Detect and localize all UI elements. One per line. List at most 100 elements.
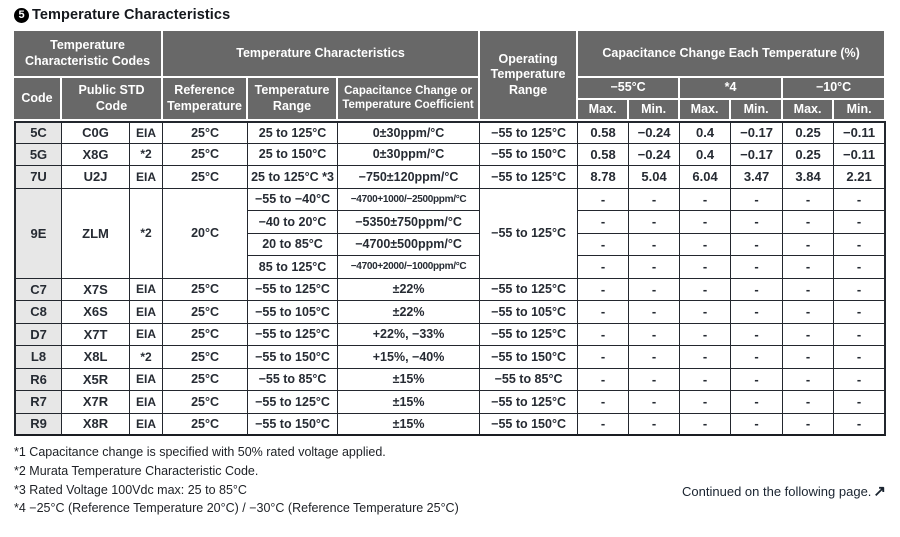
value-cell: 3.84 [783, 166, 835, 189]
op-range-cell: −55 to 125°C [480, 391, 579, 414]
temp-range-cell: −55 to 125°C [248, 391, 339, 414]
code-cell: L8 [14, 346, 62, 369]
value-cell: - [680, 233, 732, 256]
value-cell: - [578, 368, 630, 391]
value-cell: - [629, 323, 681, 346]
coefficient-cell: −4700+2000/−1000ppm/°C [338, 256, 481, 279]
code-cell: R7 [14, 391, 62, 414]
code-cell: C8 [14, 301, 62, 324]
temp-range-cell: 25 to 125°C *3 [248, 166, 339, 189]
std-org-cell: EIA [130, 278, 164, 301]
std-code-cell: X7T [62, 323, 130, 346]
value-cell: - [578, 301, 630, 324]
code-cell: 5G [14, 143, 62, 166]
ref-temp-cell: 25°C [163, 143, 249, 166]
value-cell: - [731, 391, 784, 414]
header-group-codes: Temperature Characteristic Codes [14, 31, 164, 78]
std-code-cell: U2J [62, 166, 130, 189]
footnote-4: *4 −25°C (Reference Temperature 20°C) / … [14, 501, 459, 516]
value-cell: - [629, 368, 681, 391]
value-cell: 0.4 [680, 121, 732, 144]
value-cell: - [578, 188, 630, 211]
value-cell: - [834, 301, 887, 324]
code-cell: R6 [14, 368, 62, 391]
ref-temp-cell: 25°C [163, 368, 249, 391]
header-temp-minus10: −10°C [783, 78, 887, 100]
header-max: Max. [783, 100, 835, 121]
value-cell: - [680, 211, 732, 234]
coefficient-cell: −4700+1000/−2500ppm/°C [338, 188, 481, 211]
value-cell: - [834, 391, 887, 414]
value-cell: - [731, 233, 784, 256]
section-number-badge: 5 [14, 7, 29, 23]
value-cell: - [578, 346, 630, 369]
table-row: 7U U2J EIA 25°C 25 to 125°C *3 −750±120ppm/°C… [14, 166, 887, 189]
code-cell: C7 [14, 278, 62, 301]
continued-label: Continued on the following page. [682, 484, 872, 499]
value-cell: - [629, 188, 681, 211]
datasheet-page: 5 Temperature Characteristics Temperatur… [14, 7, 887, 518]
value-cell: −0.11 [834, 143, 887, 166]
header-max: Max. [578, 100, 630, 121]
continued-link[interactable]: Continued on the following page. ↗ [682, 484, 886, 499]
value-cell: - [629, 391, 681, 414]
table-row: 5C C0G EIA 25°C 25 to 125°C 0±30ppm/°C −55 to … [14, 121, 887, 144]
value-cell: - [783, 256, 835, 279]
value-cell: 0.25 [783, 143, 835, 166]
value-cell: - [731, 323, 784, 346]
std-code-cell: X5R [62, 368, 130, 391]
header-temp-minus55: −55°C [578, 78, 681, 100]
std-org-cell: EIA [130, 368, 164, 391]
value-cell: - [680, 391, 732, 414]
ref-temp-cell: 25°C [163, 301, 249, 324]
value-cell: - [629, 278, 681, 301]
table-row: −40 to 20°C −5350±750ppm/°C - - - - - - [14, 211, 887, 234]
value-cell: - [578, 256, 630, 279]
value-cell: - [783, 233, 835, 256]
std-org-cell: EIA [130, 323, 164, 346]
table-row: 9E ZLM *2 20°C −55 to −40°C −4700+1000/−2500p… [14, 188, 887, 279]
value-cell: 8.78 [578, 166, 630, 189]
value-cell: - [578, 323, 630, 346]
table-row: 5G X8G *2 25°C 25 to 150°C 0±30ppm/°C −55 to 1… [14, 143, 887, 166]
value-cell: −0.24 [629, 143, 681, 166]
std-org-cell: *2 [130, 346, 164, 369]
op-range-cell: −55 to 125°C [480, 121, 579, 144]
coefficient-cell: ±22% [338, 301, 481, 324]
value-cell: - [680, 368, 732, 391]
temp-range-cell: −55 to 150°C [248, 413, 339, 436]
value-cell: - [783, 368, 835, 391]
code-cell: 9E [14, 188, 62, 279]
value-cell: - [731, 413, 784, 436]
op-range-cell: −55 to 125°C [480, 278, 579, 301]
value-cell: 0.58 [578, 143, 630, 166]
value-cell: 3.47 [731, 166, 784, 189]
header-group-characteristics: Temperature Characteristics [163, 31, 481, 78]
header-min: Min. [629, 100, 681, 121]
value-cell: - [731, 256, 784, 279]
page-footer: *1 Capacitance change is specified with … [14, 443, 886, 518]
std-code-cell: X6S [62, 301, 130, 324]
ref-temp-cell: 25°C [163, 166, 249, 189]
value-cell: 2.21 [834, 166, 887, 189]
page-title: Temperature Characteristics [32, 7, 231, 23]
value-cell: - [783, 301, 835, 324]
value-cell: - [834, 368, 887, 391]
value-cell: - [783, 278, 835, 301]
value-cell: 0.58 [578, 121, 630, 144]
code-cell: 5C [14, 121, 62, 144]
value-cell: - [629, 346, 681, 369]
std-code-cell: X8G [62, 143, 130, 166]
value-cell: - [680, 346, 732, 369]
std-code-cell: X7S [62, 278, 130, 301]
section-title-row: 5 Temperature Characteristics [14, 7, 886, 23]
value-cell: - [680, 278, 732, 301]
value-cell: - [578, 233, 630, 256]
value-cell: - [731, 278, 784, 301]
value-cell: - [731, 188, 784, 211]
coefficient-cell: −4700±500ppm/°C [338, 233, 481, 256]
value-cell: - [578, 278, 630, 301]
value-cell: - [578, 391, 630, 414]
value-cell: - [834, 256, 887, 279]
temp-range-cell: 20 to 85°C [248, 233, 339, 256]
